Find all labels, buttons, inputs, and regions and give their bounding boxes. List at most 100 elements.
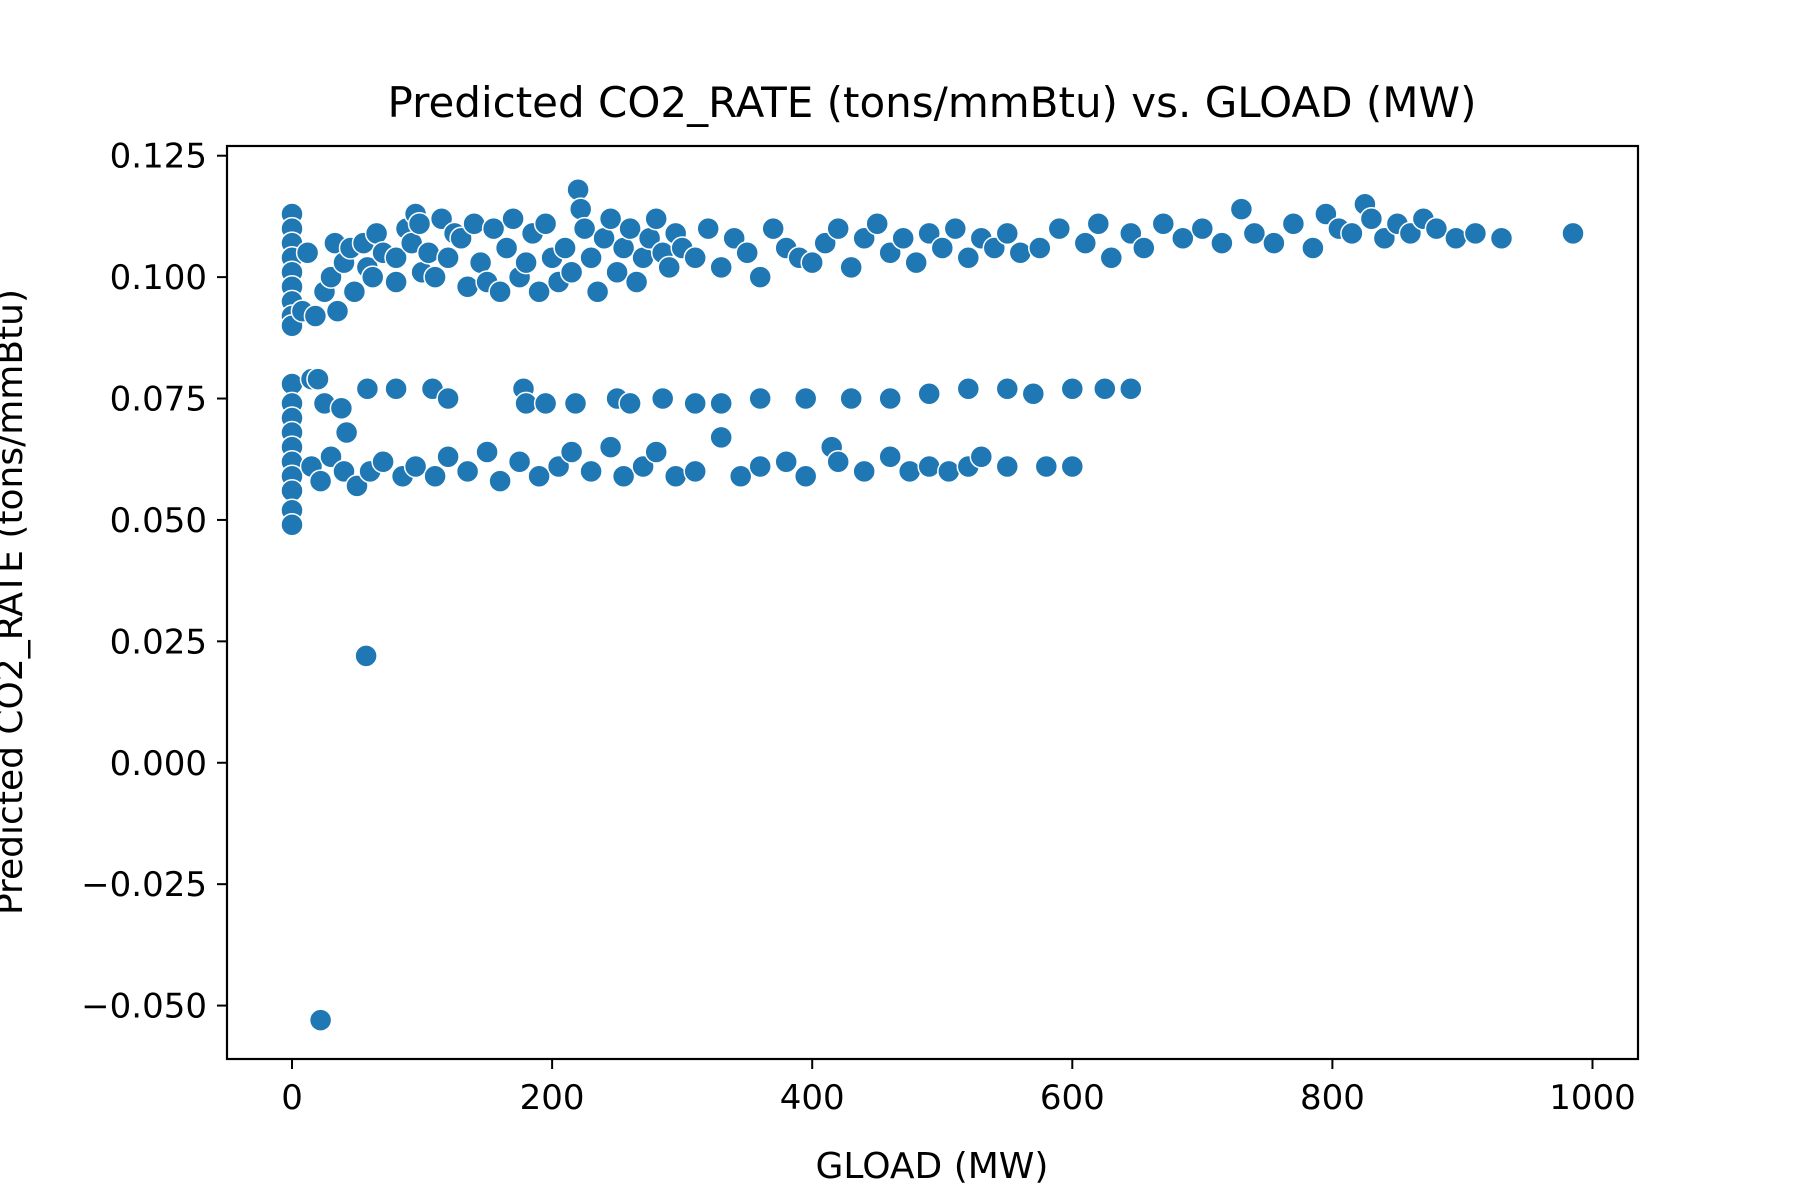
x-tick-label: 400 xyxy=(780,1078,845,1118)
data-point xyxy=(384,245,408,270)
data-point xyxy=(878,386,902,411)
data-point xyxy=(826,449,850,474)
data-point xyxy=(527,464,551,488)
data-point xyxy=(995,221,1020,246)
data-point xyxy=(852,459,876,484)
data-point xyxy=(342,279,367,304)
data-point xyxy=(618,391,642,416)
y-tick-label: 0.075 xyxy=(110,380,207,420)
data-point xyxy=(1119,221,1143,246)
data-point xyxy=(917,454,941,479)
y-tick-label: −0.025 xyxy=(81,865,207,905)
data-point xyxy=(663,464,688,488)
data-point xyxy=(455,275,480,299)
data-point xyxy=(1463,221,1488,246)
data-point xyxy=(488,279,512,304)
data-point xyxy=(371,449,395,474)
data-point xyxy=(696,216,720,241)
data-point xyxy=(800,250,824,275)
data-point xyxy=(514,391,538,416)
data-point xyxy=(657,255,681,280)
data-point xyxy=(355,377,380,401)
data-point xyxy=(1229,197,1254,221)
data-point xyxy=(319,445,343,469)
data-point xyxy=(1034,454,1059,479)
data-point xyxy=(624,270,649,294)
data-point xyxy=(1444,226,1468,251)
data-point xyxy=(475,440,499,464)
data-point xyxy=(449,226,473,251)
data-point xyxy=(598,207,623,231)
y-tick-label: −0.050 xyxy=(81,987,207,1027)
data-point xyxy=(793,386,818,411)
data-point xyxy=(969,445,994,469)
data-point xyxy=(1561,221,1585,246)
data-point xyxy=(308,1008,333,1032)
data-point xyxy=(1424,216,1449,241)
data-point xyxy=(774,449,798,474)
data-point xyxy=(937,459,961,484)
data-point xyxy=(280,513,304,537)
y-tick-label: 0.050 xyxy=(110,501,207,541)
data-point xyxy=(1210,231,1234,255)
data-point xyxy=(683,459,707,484)
data-point xyxy=(826,216,850,241)
data-point xyxy=(995,454,1020,479)
data-point xyxy=(436,245,460,270)
data-point xyxy=(566,177,590,202)
data-point xyxy=(572,216,597,241)
data-point xyxy=(611,464,636,488)
data-point xyxy=(1242,221,1267,246)
data-point xyxy=(1008,241,1033,265)
data-point xyxy=(325,299,350,323)
data-point xyxy=(1314,202,1338,226)
data-point xyxy=(956,377,981,401)
data-point xyxy=(683,391,707,416)
data-point xyxy=(748,386,772,411)
x-tick-label: 600 xyxy=(1040,1078,1105,1118)
data-point xyxy=(1190,216,1215,241)
data-point xyxy=(1151,211,1176,236)
data-point xyxy=(735,241,759,265)
data-point xyxy=(917,221,941,246)
data-point xyxy=(1171,226,1195,251)
data-point xyxy=(956,245,981,270)
data-point xyxy=(364,221,389,246)
data-point xyxy=(917,381,941,406)
y-axis-label: Predicted CO2_RATE (tons/mmBtu) xyxy=(0,289,31,915)
data-point xyxy=(423,464,447,488)
data-point xyxy=(709,255,733,280)
data-point xyxy=(1372,226,1397,251)
data-point xyxy=(468,250,493,275)
data-point xyxy=(481,216,506,241)
data-point xyxy=(553,236,577,260)
data-point xyxy=(423,265,447,289)
data-point xyxy=(611,236,636,260)
data-point xyxy=(345,474,369,498)
data-point xyxy=(865,211,889,236)
data-point xyxy=(308,469,333,493)
data-point xyxy=(631,454,655,479)
data-point xyxy=(329,396,354,420)
data-point xyxy=(407,211,432,236)
data-point xyxy=(598,435,623,459)
data-point xyxy=(384,377,408,401)
data-point xyxy=(1301,236,1325,260)
data-point xyxy=(1073,231,1098,255)
data-point xyxy=(384,270,408,294)
data-point xyxy=(1060,454,1085,479)
data-point xyxy=(501,207,525,231)
data-point xyxy=(585,279,610,304)
x-axis-label: GLOAD (MW) xyxy=(816,1146,1049,1187)
x-tick-label: 0 xyxy=(281,1078,303,1118)
x-tick-label: 200 xyxy=(520,1078,585,1118)
data-point xyxy=(852,226,876,251)
data-point xyxy=(904,250,928,275)
data-point xyxy=(559,260,584,285)
data-point xyxy=(514,250,538,275)
data-point xyxy=(507,449,532,474)
data-point xyxy=(462,211,486,236)
data-point xyxy=(403,454,428,479)
data-point xyxy=(1060,377,1085,401)
